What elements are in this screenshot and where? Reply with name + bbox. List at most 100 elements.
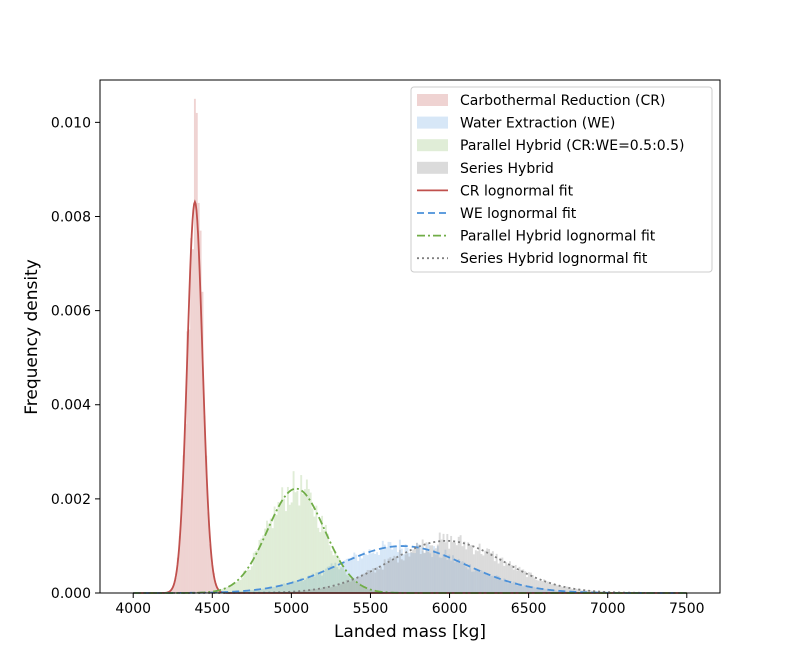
hist-bar <box>341 568 344 593</box>
hist-bar <box>486 548 489 593</box>
hist-bar <box>347 581 350 593</box>
hist-bar <box>315 505 318 593</box>
hist-bar <box>535 588 538 593</box>
legend-label: Parallel Hybrid (CR:WE=0.5:0.5) <box>460 138 685 154</box>
hist-bar <box>262 588 265 593</box>
hist-bar <box>366 569 369 593</box>
hist-bar <box>550 590 553 593</box>
hist-bar <box>448 554 451 593</box>
hist-bar <box>186 331 189 593</box>
hist-bar <box>537 580 540 593</box>
hist-bar <box>393 546 396 593</box>
hist-bar <box>400 559 403 593</box>
hist-bar <box>298 582 301 593</box>
hist-bar <box>562 587 565 593</box>
hist-bar <box>319 573 322 593</box>
x-axis-ticks: 4000 4500 5000 5500 6000 6500 7000 7500 <box>115 593 705 617</box>
hist-bar <box>452 555 454 593</box>
hist-bar <box>543 579 546 593</box>
hist-bar <box>554 584 557 593</box>
hist-bar <box>343 570 346 593</box>
hist-bar <box>347 558 350 593</box>
hist-bar <box>315 589 318 593</box>
hist-bar <box>410 552 413 593</box>
hist-bar <box>286 486 289 593</box>
hist-bar <box>518 584 521 593</box>
hist-bar <box>256 550 259 593</box>
legend: Carbothermal Reduction (CR) Water Extract… <box>410 86 713 273</box>
hist-bar <box>294 581 297 593</box>
hist-bar <box>311 573 314 593</box>
hist-bar <box>317 527 320 593</box>
hist-bar <box>495 575 498 593</box>
x-tick-label: 4500 <box>194 601 230 617</box>
hist-bar <box>531 574 534 593</box>
hist-bar <box>398 549 401 593</box>
hist-bar <box>509 582 511 593</box>
hist-bar <box>417 544 420 593</box>
hist-bar <box>347 576 350 593</box>
y-axis-label: Frequency density <box>22 259 42 415</box>
y-axis-ticks: 0.000 0.002 0.004 0.006 0.008 0.010 <box>51 115 100 602</box>
hist-bar <box>250 566 253 593</box>
hist-bar <box>214 582 217 593</box>
hist-bar <box>556 585 559 593</box>
hist-bar <box>442 554 445 593</box>
hist-bar <box>482 555 485 593</box>
hist-bar <box>499 557 502 593</box>
hist-bar <box>239 590 242 593</box>
hist-bar <box>527 572 530 593</box>
hist-bar <box>359 554 361 593</box>
hist-bar <box>453 562 456 593</box>
hist-bar <box>349 578 352 593</box>
hist-bar <box>230 585 232 593</box>
hist-bar <box>302 581 305 593</box>
histogram-0 <box>163 98 227 594</box>
hist-bar <box>527 585 530 593</box>
hist-bar <box>427 543 430 593</box>
hist-bar <box>526 577 528 593</box>
hist-bar <box>260 538 263 593</box>
hist-bar <box>488 575 491 593</box>
hist-bar <box>393 555 396 593</box>
hist-bar <box>573 588 576 593</box>
hist-bar <box>537 588 540 593</box>
hist-bar <box>414 553 417 593</box>
hist-bar <box>433 549 435 593</box>
hist-bar <box>457 559 460 593</box>
hist-bar <box>305 590 308 593</box>
hist-bar <box>368 589 371 593</box>
hist-bar <box>328 587 331 593</box>
hist-bar <box>324 568 327 593</box>
hist-bar <box>586 590 589 593</box>
hist-bar <box>467 542 470 593</box>
hist-bar <box>368 549 371 593</box>
legend-swatch <box>417 139 448 152</box>
hist-bar <box>520 569 523 593</box>
hist-bar <box>444 542 447 593</box>
hist-bar <box>425 542 428 593</box>
hist-bar <box>283 498 286 593</box>
legend-label: CR lognormal fit <box>460 183 574 199</box>
hist-bar <box>180 498 183 593</box>
hist-bar <box>313 516 316 593</box>
hist-bar <box>402 554 405 593</box>
hist-bar <box>565 586 568 593</box>
hist-bar <box>452 542 454 593</box>
hist-bar <box>383 544 386 593</box>
hist-bar <box>476 551 479 593</box>
hist-bar <box>567 587 570 593</box>
hist-bar <box>271 528 274 593</box>
hist-bar <box>461 561 464 593</box>
hist-bar <box>533 578 536 593</box>
hist-bar <box>300 475 303 593</box>
y-tick-label: 0.004 <box>51 398 91 414</box>
hist-bar <box>338 583 341 593</box>
hist-bar <box>231 583 234 593</box>
hist-bar <box>387 541 390 593</box>
hist-bar <box>453 542 456 593</box>
hist-bar <box>239 580 242 593</box>
hist-bar <box>516 570 519 593</box>
hist-bar <box>283 583 286 593</box>
hist-bar <box>387 558 390 593</box>
